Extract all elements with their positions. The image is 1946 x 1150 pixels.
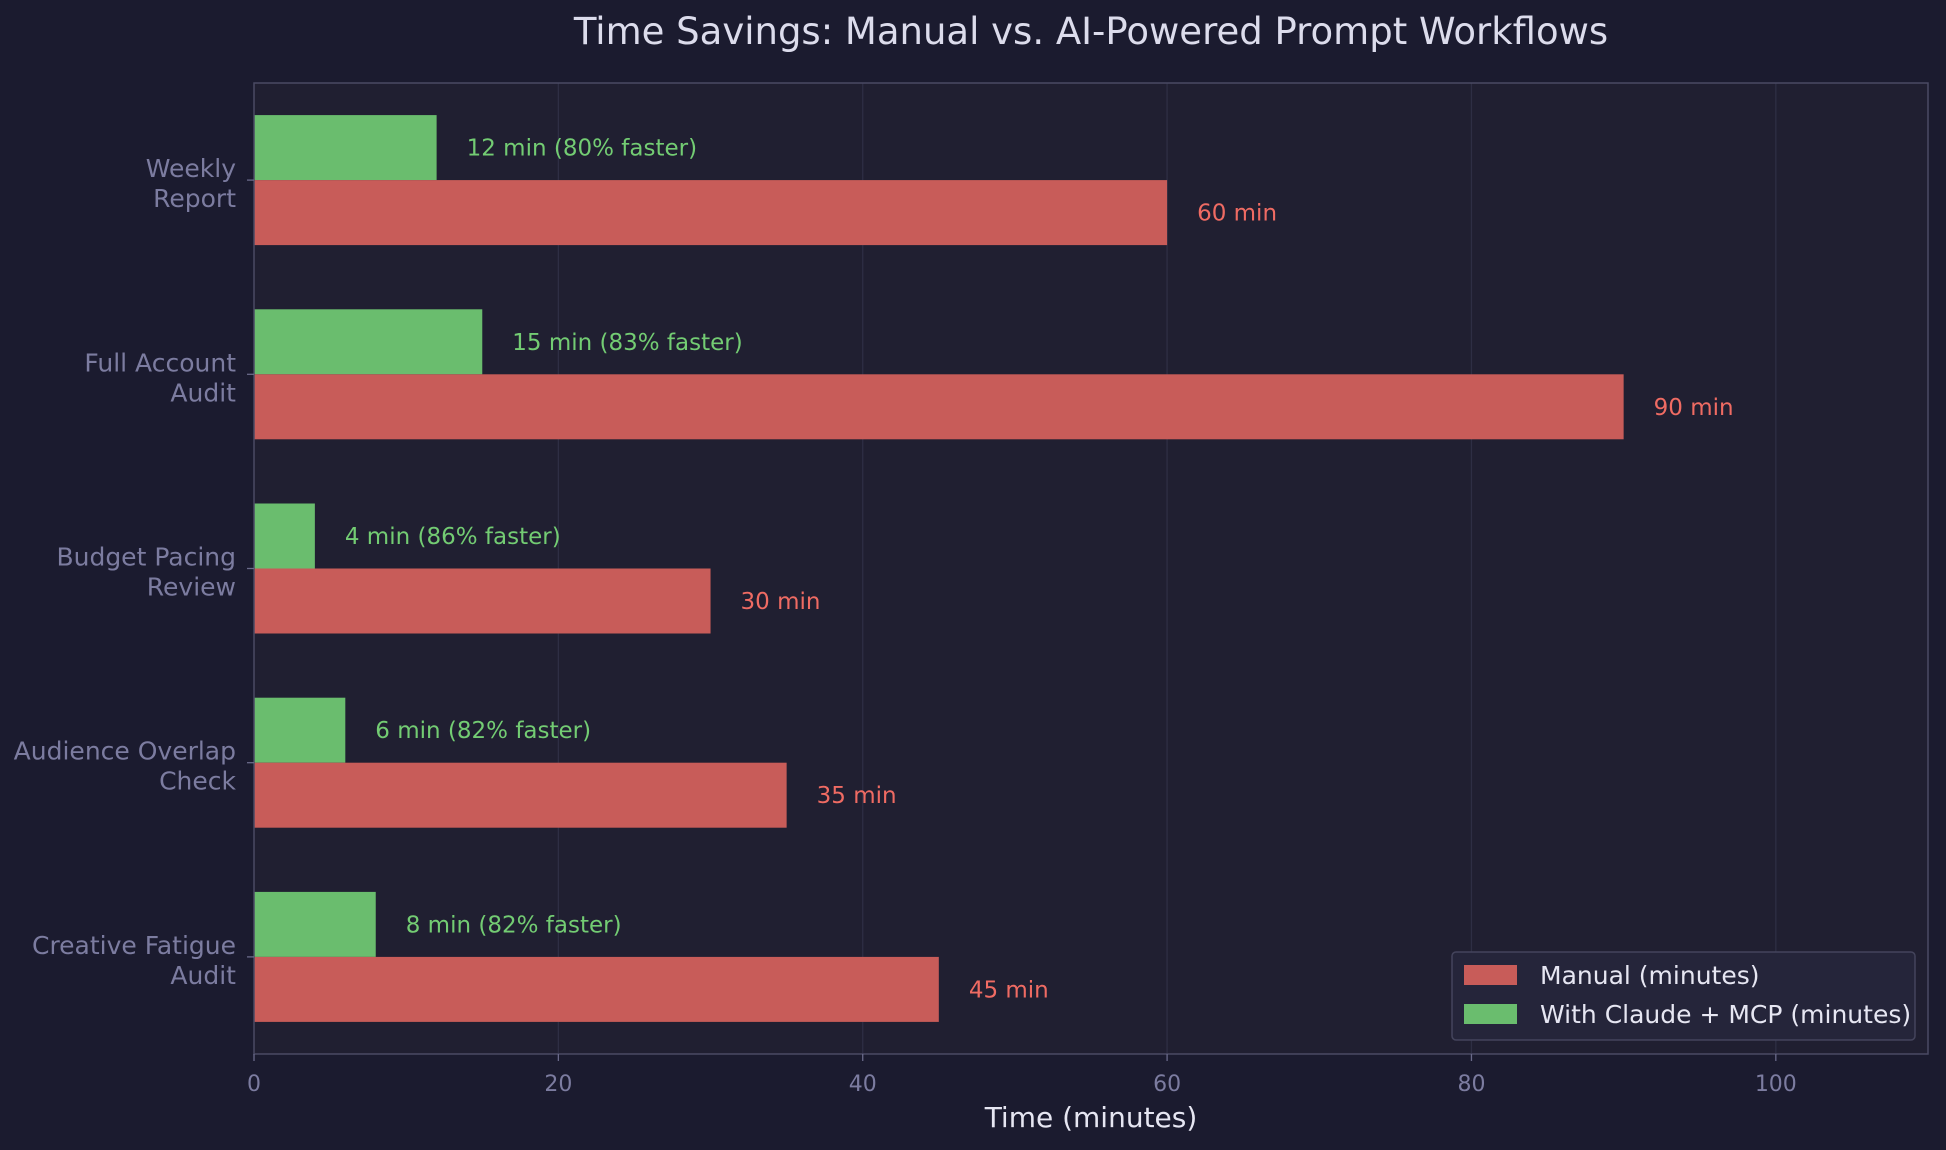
bar-manual: [254, 762, 787, 828]
bar-ai: [254, 891, 376, 957]
value-label-ai: 15 min (83% faster): [512, 330, 742, 356]
value-label-manual: 30 min: [741, 589, 821, 615]
value-label-manual: 35 min: [817, 783, 897, 809]
bar-ai: [254, 697, 346, 763]
bar-manual: [254, 374, 1624, 440]
value-labels: 12 min (80% faster) 60 min 15 min (83% fas…: [345, 136, 1734, 1004]
bar-ai: [254, 309, 483, 375]
bar-manual: [254, 568, 711, 634]
bar-ai: [254, 115, 437, 181]
category-label: Audience Overlap Check: [14, 737, 237, 796]
bar-manual: [254, 180, 1168, 246]
value-label-ai: 12 min (80% faster): [467, 136, 697, 162]
x-tick-label: 40: [849, 1072, 877, 1097]
x-tick-label: 60: [1153, 1072, 1181, 1097]
category-label: Creative Fatigue Audit: [32, 931, 236, 990]
y-axis-ticks: Weekly Report Full Account Audit Budget Paci…: [14, 154, 254, 990]
category-label: Weekly Report: [146, 154, 236, 213]
x-axis-ticks: 0 20 40 60 80 100: [247, 1054, 1797, 1097]
category-label: Full Account Audit: [84, 348, 236, 407]
category-label: Budget Pacing Review: [56, 543, 236, 602]
value-label-manual: 90 min: [1654, 395, 1734, 421]
x-tick-label: 20: [544, 1072, 572, 1097]
value-label-ai: 8 min (82% faster): [406, 912, 622, 938]
chart-title: Time Savings: Manual vs. AI-Powered Prom…: [573, 10, 1608, 53]
value-label-ai: 6 min (82% faster): [375, 718, 591, 744]
legend-swatch-ai: [1464, 1004, 1517, 1024]
x-axis-label: Time (minutes): [984, 1101, 1198, 1134]
x-tick-label: 100: [1755, 1072, 1797, 1097]
bar-manual: [254, 956, 939, 1022]
x-tick-label: 0: [247, 1072, 261, 1097]
legend-label-manual: Manual (minutes): [1540, 961, 1760, 990]
value-label-ai: 4 min (86% faster): [345, 524, 561, 550]
value-label-manual: 45 min: [969, 977, 1049, 1003]
legend-swatch-manual: [1464, 965, 1517, 985]
bars: [254, 115, 1624, 1022]
value-label-manual: 60 min: [1197, 201, 1277, 227]
x-tick-label: 80: [1457, 1072, 1485, 1097]
legend-box: [1451, 951, 1916, 1041]
bar-ai: [254, 503, 315, 569]
legend-label-ai: With Claude + MCP (minutes): [1540, 1000, 1911, 1029]
legend: Manual (minutes) With Claude + MCP (minu…: [1451, 951, 1916, 1041]
